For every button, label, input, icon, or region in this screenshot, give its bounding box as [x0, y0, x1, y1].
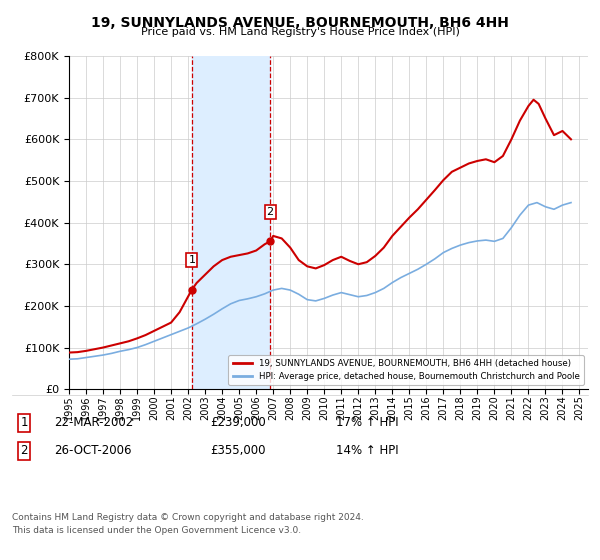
Text: 17% ↑ HPI: 17% ↑ HPI — [336, 416, 398, 430]
Text: 2: 2 — [20, 444, 28, 458]
Text: 2: 2 — [266, 207, 274, 217]
Text: Contains HM Land Registry data © Crown copyright and database right 2024.: Contains HM Land Registry data © Crown c… — [12, 514, 364, 522]
Text: 14% ↑ HPI: 14% ↑ HPI — [336, 444, 398, 458]
Legend: 19, SUNNYLANDS AVENUE, BOURNEMOUTH, BH6 4HH (detached house), HPI: Average price: 19, SUNNYLANDS AVENUE, BOURNEMOUTH, BH6 … — [229, 355, 584, 385]
Text: This data is licensed under the Open Government Licence v3.0.: This data is licensed under the Open Gov… — [12, 526, 301, 535]
Text: 26-OCT-2006: 26-OCT-2006 — [54, 444, 131, 458]
Text: 1: 1 — [20, 416, 28, 430]
Text: 19, SUNNYLANDS AVENUE, BOURNEMOUTH, BH6 4HH: 19, SUNNYLANDS AVENUE, BOURNEMOUTH, BH6 … — [91, 16, 509, 30]
Text: 1: 1 — [188, 255, 196, 265]
Text: Price paid vs. HM Land Registry's House Price Index (HPI): Price paid vs. HM Land Registry's House … — [140, 27, 460, 37]
Bar — [192, 56, 270, 389]
Text: £239,000: £239,000 — [210, 416, 266, 430]
Text: 22-MAR-2002: 22-MAR-2002 — [54, 416, 133, 430]
Text: £355,000: £355,000 — [210, 444, 265, 458]
